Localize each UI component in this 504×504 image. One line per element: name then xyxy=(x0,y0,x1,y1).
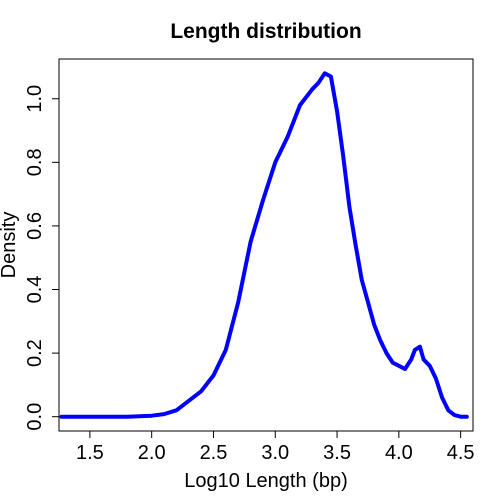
x-tick-label: 4.5 xyxy=(447,442,475,464)
y-tick-label: 0.6 xyxy=(24,212,46,240)
x-axis-label: Log10 Length (bp) xyxy=(184,470,347,492)
y-tick-label: 0.8 xyxy=(24,148,46,176)
x-tick-label: 3.0 xyxy=(261,442,289,464)
y-tick-label: 0.4 xyxy=(24,276,46,304)
plot-frame xyxy=(58,58,474,432)
y-tick-label: 0.0 xyxy=(24,403,46,431)
y-tick-label: 1.0 xyxy=(24,85,46,113)
density-series-line xyxy=(59,71,469,419)
chart-title: Length distribution xyxy=(170,20,361,43)
x-axis: 1.5 2.0 2.5 3.0 3.5 4.0 4.5 xyxy=(76,430,475,464)
x-tick-label: 3.5 xyxy=(323,442,351,464)
y-tick-label: 0.2 xyxy=(24,339,46,367)
y-axis-label: Density xyxy=(0,212,20,279)
x-tick-label: 2.0 xyxy=(138,442,166,464)
x-tick-label: 2.5 xyxy=(200,442,228,464)
x-tick-label: 1.5 xyxy=(76,442,104,464)
x-tick-label: 4.0 xyxy=(385,442,413,464)
y-axis: 0.0 0.2 0.4 0.6 0.8 1.0 xyxy=(24,85,60,431)
